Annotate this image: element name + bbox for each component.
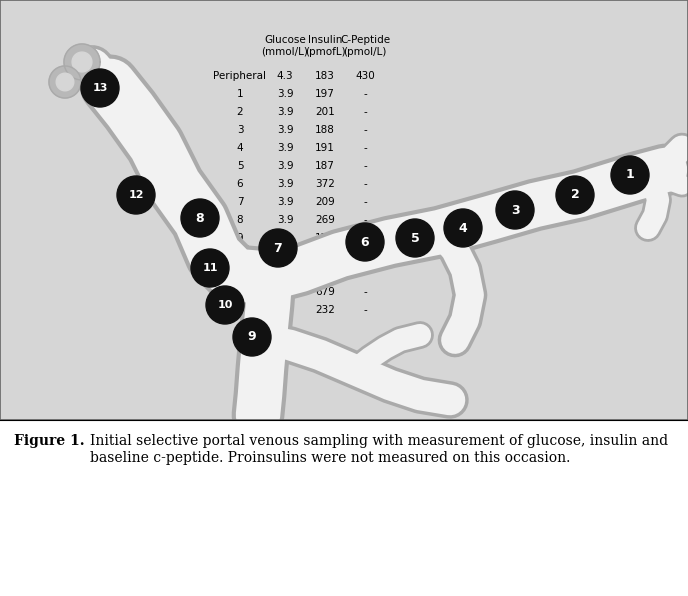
Text: 2: 2 [570,188,579,201]
Text: 201: 201 [315,107,335,117]
Text: 3.9: 3.9 [277,162,293,172]
Text: 4.1: 4.1 [277,234,293,243]
Text: -: - [363,179,367,190]
Text: 187: 187 [315,162,335,172]
Text: 3.9: 3.9 [277,215,293,225]
Text: 1: 1 [237,89,244,100]
Text: -: - [363,287,367,297]
Text: -: - [363,144,367,153]
Text: 12: 12 [233,287,246,297]
Text: -: - [363,125,367,135]
Text: 13: 13 [233,305,246,315]
Text: 4.1: 4.1 [277,252,293,262]
Text: 3.9: 3.9 [277,179,293,190]
Text: 3.9: 3.9 [277,144,293,153]
Text: 4.1: 4.1 [277,269,293,280]
Text: Glucose
(mmol/L): Glucose (mmol/L) [261,35,308,57]
Text: 3.9: 3.9 [277,107,293,117]
Text: 4.3: 4.3 [277,72,293,82]
Text: -: - [363,234,367,243]
Text: -: - [363,215,367,225]
Text: 9: 9 [237,234,244,243]
Circle shape [117,176,155,214]
Text: 179: 179 [315,234,335,243]
Text: 3: 3 [237,125,244,135]
Text: 7: 7 [237,197,244,207]
Text: 174: 174 [315,252,335,262]
Text: -: - [363,107,367,117]
Text: 11: 11 [202,263,217,273]
Text: 430: 430 [355,72,375,82]
Text: 191: 191 [315,144,335,153]
Text: 9: 9 [248,331,257,343]
Text: 209: 209 [315,197,335,207]
Text: 2: 2 [237,107,244,117]
Polygon shape [56,73,74,91]
Text: 4: 4 [459,222,467,234]
Circle shape [191,249,229,287]
Text: 5: 5 [411,231,420,244]
Text: 3: 3 [510,203,519,216]
Text: 3.9: 3.9 [277,197,293,207]
Text: 10: 10 [233,252,246,262]
Text: 188: 188 [315,125,335,135]
Text: Insulin
(pmofL): Insulin (pmofL) [305,35,345,57]
Circle shape [496,191,534,229]
Text: 3.9: 3.9 [277,125,293,135]
Text: 232: 232 [315,305,335,315]
Text: 679: 679 [315,287,335,297]
Text: 172: 172 [315,269,335,280]
Text: -: - [363,197,367,207]
Text: 11: 11 [233,269,246,280]
Circle shape [611,156,649,194]
Text: 13: 13 [92,83,108,93]
Text: C-Peptide
(pmol/L): C-Peptide (pmol/L) [340,35,390,57]
Circle shape [181,199,219,237]
Text: 197: 197 [315,89,335,100]
Text: 8: 8 [195,212,204,225]
Text: 183: 183 [315,72,335,82]
Text: 8: 8 [237,215,244,225]
Circle shape [346,223,384,261]
Text: 10: 10 [217,300,233,310]
Text: 6: 6 [237,179,244,190]
Text: Figure 1.: Figure 1. [14,434,85,448]
Text: 269: 269 [315,215,335,225]
Polygon shape [49,66,81,98]
Circle shape [233,318,271,356]
Text: -: - [363,89,367,100]
Circle shape [81,69,119,107]
Circle shape [206,286,244,324]
Polygon shape [72,52,92,72]
Text: Peripheral: Peripheral [213,72,266,82]
Text: Initial selective portal venous sampling with measurement of glucose, insulin an: Initial selective portal venous sampling… [89,434,668,465]
Circle shape [444,209,482,247]
Circle shape [396,219,434,257]
Text: 1: 1 [625,169,634,182]
Text: -: - [363,252,367,262]
Polygon shape [64,44,100,80]
Circle shape [556,176,594,214]
Text: 372: 372 [315,179,335,190]
Text: -: - [363,305,367,315]
Text: 4.3: 4.3 [277,287,293,297]
Text: 5: 5 [237,162,244,172]
Text: 3.9: 3.9 [277,89,293,100]
Text: -: - [363,269,367,280]
Circle shape [259,229,297,267]
Text: -: - [363,162,367,172]
Text: 4: 4 [237,144,244,153]
Text: 7: 7 [274,241,282,254]
Text: 12: 12 [128,190,144,200]
Text: 6: 6 [361,235,369,249]
Text: 4.8: 4.8 [277,305,293,315]
